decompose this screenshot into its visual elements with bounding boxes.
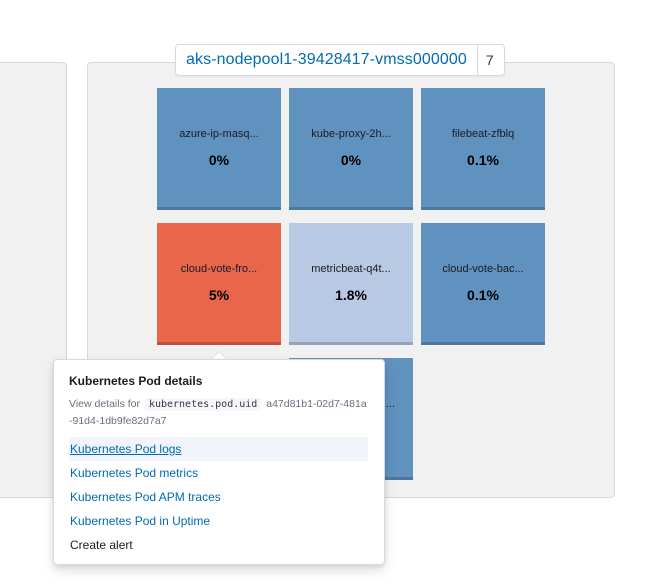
- pod-metrics-link[interactable]: Kubernetes Pod metrics: [70, 466, 199, 480]
- pod-name: azure-ip-masq...: [179, 127, 259, 140]
- details-field: kubernetes.pod.uid: [144, 398, 262, 411]
- pod-tile[interactable]: kube-proxy-2h... 0%: [289, 88, 413, 210]
- pod-tile[interactable]: cloud-vote-bac... 0.1%: [421, 223, 545, 345]
- node-name-link[interactable]: aks-nodepool1-39428417-vmss000000: [176, 45, 478, 75]
- pod-tile[interactable]: metricbeat-q4t... 1.8%: [289, 223, 413, 345]
- popover-title: Kubernetes Pod details: [69, 374, 203, 388]
- create-alert-button[interactable]: Create alert: [70, 538, 133, 552]
- pod-name: ...: [385, 398, 395, 410]
- pod-name: metricbeat-q4t...: [311, 262, 391, 275]
- pod-name: cloud-vote-bac...: [442, 262, 524, 275]
- pod-value: 0%: [340, 151, 362, 168]
- pod-value: 0.1%: [467, 286, 499, 303]
- popover-arrow-inner: [211, 352, 227, 360]
- popover-details: View details for kubernetes.pod.uid a47d…: [69, 396, 369, 429]
- popover-links: Kubernetes Pod logs Kubernetes Pod metri…: [69, 437, 369, 557]
- pod-tile[interactable]: filebeat-zfblq 0.1%: [421, 88, 545, 210]
- node-header: aks-nodepool1-39428417-vmss000000 7: [175, 44, 505, 76]
- pod-name: kube-proxy-2h...: [311, 127, 391, 140]
- pod-value: 0.1%: [467, 151, 499, 168]
- pod-value: 1.8%: [335, 286, 367, 303]
- details-value: a47d81b1-02d7-481a-91d4-1db9fe82d7a7: [69, 398, 367, 427]
- pod-count-badge: 7: [485, 52, 494, 68]
- pod-details-popover: Kubernetes Pod details View details for …: [53, 359, 385, 565]
- pod-uptime-link[interactable]: Kubernetes Pod in Uptime: [70, 514, 211, 528]
- pod-value: 0%: [208, 151, 230, 168]
- pod-name: cloud-vote-fro...: [180, 262, 258, 275]
- details-prefix: View details for: [69, 398, 141, 410]
- pod-logs-link[interactable]: Kubernetes Pod logs: [69, 437, 368, 461]
- pod-name: filebeat-zfblq: [451, 127, 515, 140]
- pod-apm-traces-link[interactable]: Kubernetes Pod APM traces: [70, 490, 221, 504]
- pod-tile[interactable]: azure-ip-masq... 0%: [157, 88, 281, 210]
- pod-value: 5%: [208, 286, 230, 303]
- pod-tile-selected[interactable]: cloud-vote-fro... 5%: [157, 223, 281, 345]
